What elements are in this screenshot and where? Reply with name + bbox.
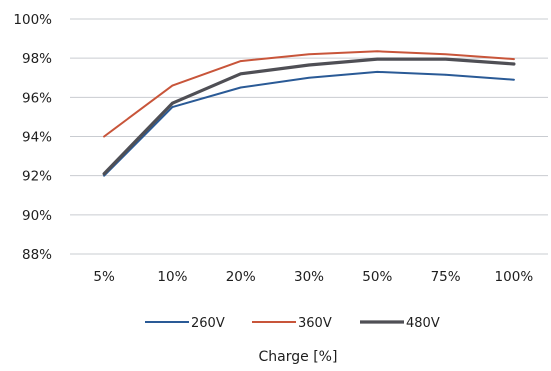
data-point <box>239 86 242 89</box>
data-point <box>444 74 447 76</box>
y-tick-label: 96% <box>22 90 52 106</box>
x-axis-label: Charge [%] <box>259 349 338 365</box>
data-point <box>308 53 310 56</box>
y-tick-label: 88% <box>22 247 52 263</box>
data-point <box>376 71 379 73</box>
data-point <box>444 58 447 60</box>
data-point <box>103 172 105 175</box>
data-point <box>103 174 105 177</box>
x-axis-ticks: 5% 10% 20% 30% 50% 75% 100% <box>93 269 533 285</box>
legend-label: 480V <box>406 316 440 331</box>
x-tick-label: 5% <box>93 269 115 285</box>
x-tick-label: 50% <box>362 269 392 285</box>
data-point <box>103 135 105 138</box>
x-tick-label: 20% <box>226 269 256 285</box>
data-point <box>239 60 242 62</box>
x-tick-label: 75% <box>431 269 461 285</box>
legend: 260V 360V 480V <box>145 316 440 331</box>
data-point <box>444 53 447 56</box>
data-point <box>513 63 515 65</box>
x-tick-label: 10% <box>157 269 187 285</box>
y-tick-label: 94% <box>22 130 52 146</box>
data-point <box>171 84 174 87</box>
data-point <box>171 106 174 108</box>
x-tick-label: 30% <box>294 269 324 285</box>
y-tick-label: 90% <box>22 208 52 224</box>
data-point <box>308 76 310 79</box>
data-point <box>376 58 379 60</box>
legend-label: 360V <box>298 316 332 331</box>
series-lines <box>102 50 516 177</box>
x-tick-label: 100% <box>495 269 534 285</box>
data-point <box>513 78 515 81</box>
y-tick-label: 98% <box>22 51 52 67</box>
series-line-260v <box>103 70 515 177</box>
data-point <box>376 50 379 53</box>
gridlines <box>70 18 548 255</box>
y-tick-label: 100% <box>13 12 52 28</box>
y-axis-ticks: 88% 90% 92% 94% 96% 98% 100% <box>13 12 52 263</box>
data-point <box>239 73 242 75</box>
data-point <box>171 102 174 105</box>
data-point <box>308 64 310 66</box>
data-point <box>513 58 515 60</box>
y-tick-label: 92% <box>22 169 52 185</box>
legend-label: 260V <box>191 316 225 331</box>
